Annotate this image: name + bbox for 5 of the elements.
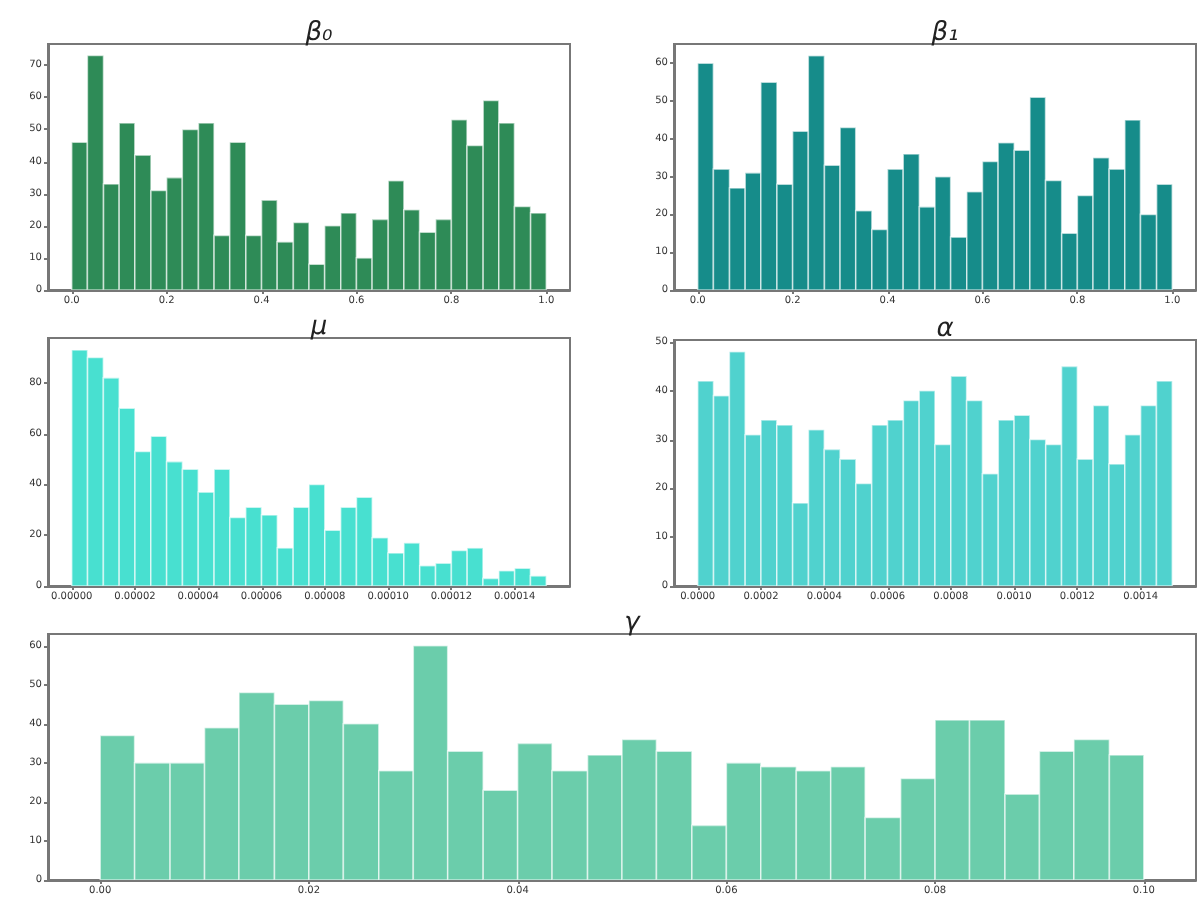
chart-title: β₁ — [929, 18, 959, 48]
chart-title: μ — [308, 312, 328, 342]
chart-title: β₀ — [303, 18, 335, 48]
chart-title: γ — [624, 608, 643, 638]
chart-title: α — [936, 314, 955, 344]
